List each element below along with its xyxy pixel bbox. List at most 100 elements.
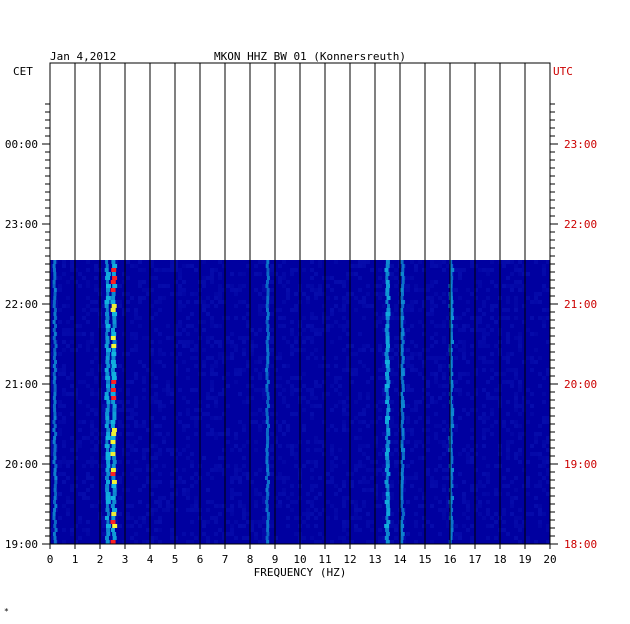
- band-cell: [400, 272, 405, 276]
- noise-cell: [438, 440, 442, 444]
- band-cell: [112, 500, 117, 504]
- noise-cell: [342, 540, 346, 544]
- noise-cell: [422, 496, 426, 500]
- noise-cell: [314, 524, 318, 528]
- noise-cell: [186, 456, 190, 460]
- band-cell: [385, 436, 389, 440]
- band-cell: [53, 496, 57, 500]
- noise-cell: [326, 328, 330, 332]
- noise-cell: [118, 400, 122, 404]
- noise-cell: [318, 292, 322, 296]
- noise-cell: [182, 468, 186, 472]
- noise-cell: [366, 380, 370, 384]
- band-cell: [449, 300, 454, 304]
- noise-cell: [62, 444, 66, 448]
- band-cell: [266, 380, 270, 384]
- noise-cell: [306, 300, 310, 304]
- band-cell: [53, 412, 57, 416]
- noise-cell: [154, 376, 158, 380]
- noise-cell: [518, 424, 522, 428]
- noise-cell: [510, 352, 514, 356]
- noise-cell: [258, 360, 262, 364]
- noise-cell: [350, 344, 354, 348]
- noise-cell: [310, 476, 314, 480]
- noise-cell: [110, 500, 114, 504]
- noise-cell: [522, 320, 526, 324]
- band-cell: [400, 372, 405, 376]
- noise-cell: [446, 264, 450, 268]
- noise-cell: [270, 456, 274, 460]
- noise-cell: [158, 432, 162, 436]
- noise-cell: [414, 284, 418, 288]
- noise-cell: [334, 508, 338, 512]
- noise-cell: [286, 524, 290, 528]
- noise-cell: [190, 340, 194, 344]
- noise-cell: [278, 308, 282, 312]
- noise-cell: [90, 420, 94, 424]
- noise-cell: [186, 376, 190, 380]
- band-cell: [266, 336, 270, 340]
- noise-cell: [418, 416, 422, 420]
- band-cell: [111, 268, 117, 272]
- noise-cell: [126, 352, 130, 356]
- noise-cell: [438, 464, 442, 468]
- noise-cell: [450, 464, 454, 468]
- noise-cell: [218, 284, 222, 288]
- noise-cell: [270, 348, 274, 352]
- band-cell: [386, 308, 391, 312]
- noise-cell: [290, 348, 294, 352]
- noise-cell: [70, 340, 74, 344]
- noise-cell: [326, 276, 330, 280]
- noise-cell: [410, 276, 414, 280]
- band-cell: [265, 408, 269, 412]
- noise-cell: [130, 416, 134, 420]
- noise-cell: [230, 284, 234, 288]
- noise-cell: [86, 436, 90, 440]
- noise-cell: [370, 540, 374, 544]
- noise-cell: [302, 408, 306, 412]
- band-cell: [53, 312, 57, 316]
- noise-cell: [238, 284, 242, 288]
- band-cell: [105, 504, 109, 508]
- noise-cell: [62, 368, 66, 372]
- noise-cell: [458, 328, 462, 332]
- noise-cell: [534, 260, 538, 264]
- noise-cell: [394, 524, 398, 528]
- noise-cell: [126, 388, 130, 392]
- noise-cell: [86, 532, 90, 536]
- footer-mark: *: [4, 607, 9, 616]
- noise-cell: [538, 524, 542, 528]
- noise-cell: [330, 308, 334, 312]
- noise-cell: [190, 356, 194, 360]
- noise-cell: [322, 380, 326, 384]
- noise-cell: [390, 416, 394, 420]
- noise-cell: [318, 288, 322, 292]
- noise-cell: [222, 300, 226, 304]
- noise-cell: [330, 384, 334, 388]
- noise-cell: [410, 476, 414, 480]
- band-cell: [265, 460, 269, 464]
- band-cell: [401, 304, 405, 308]
- noise-cell: [186, 340, 190, 344]
- noise-cell: [94, 436, 98, 440]
- noise-cell: [114, 476, 118, 480]
- noise-cell: [390, 356, 394, 360]
- noise-cell: [510, 288, 514, 292]
- noise-cell: [254, 412, 258, 416]
- noise-cell: [474, 288, 478, 292]
- noise-cell: [182, 288, 186, 292]
- noise-cell: [170, 292, 174, 296]
- noise-cell: [90, 360, 94, 364]
- band-cell: [106, 520, 110, 524]
- noise-cell: [482, 344, 486, 348]
- noise-cell: [510, 284, 514, 288]
- noise-cell: [62, 420, 66, 424]
- noise-cell: [94, 356, 98, 360]
- band-cell: [104, 424, 109, 428]
- noise-cell: [402, 308, 406, 312]
- band-cell: [386, 520, 391, 524]
- noise-cell: [478, 280, 482, 284]
- band-cell: [265, 372, 269, 376]
- noise-cell: [462, 348, 466, 352]
- noise-cell: [374, 320, 378, 324]
